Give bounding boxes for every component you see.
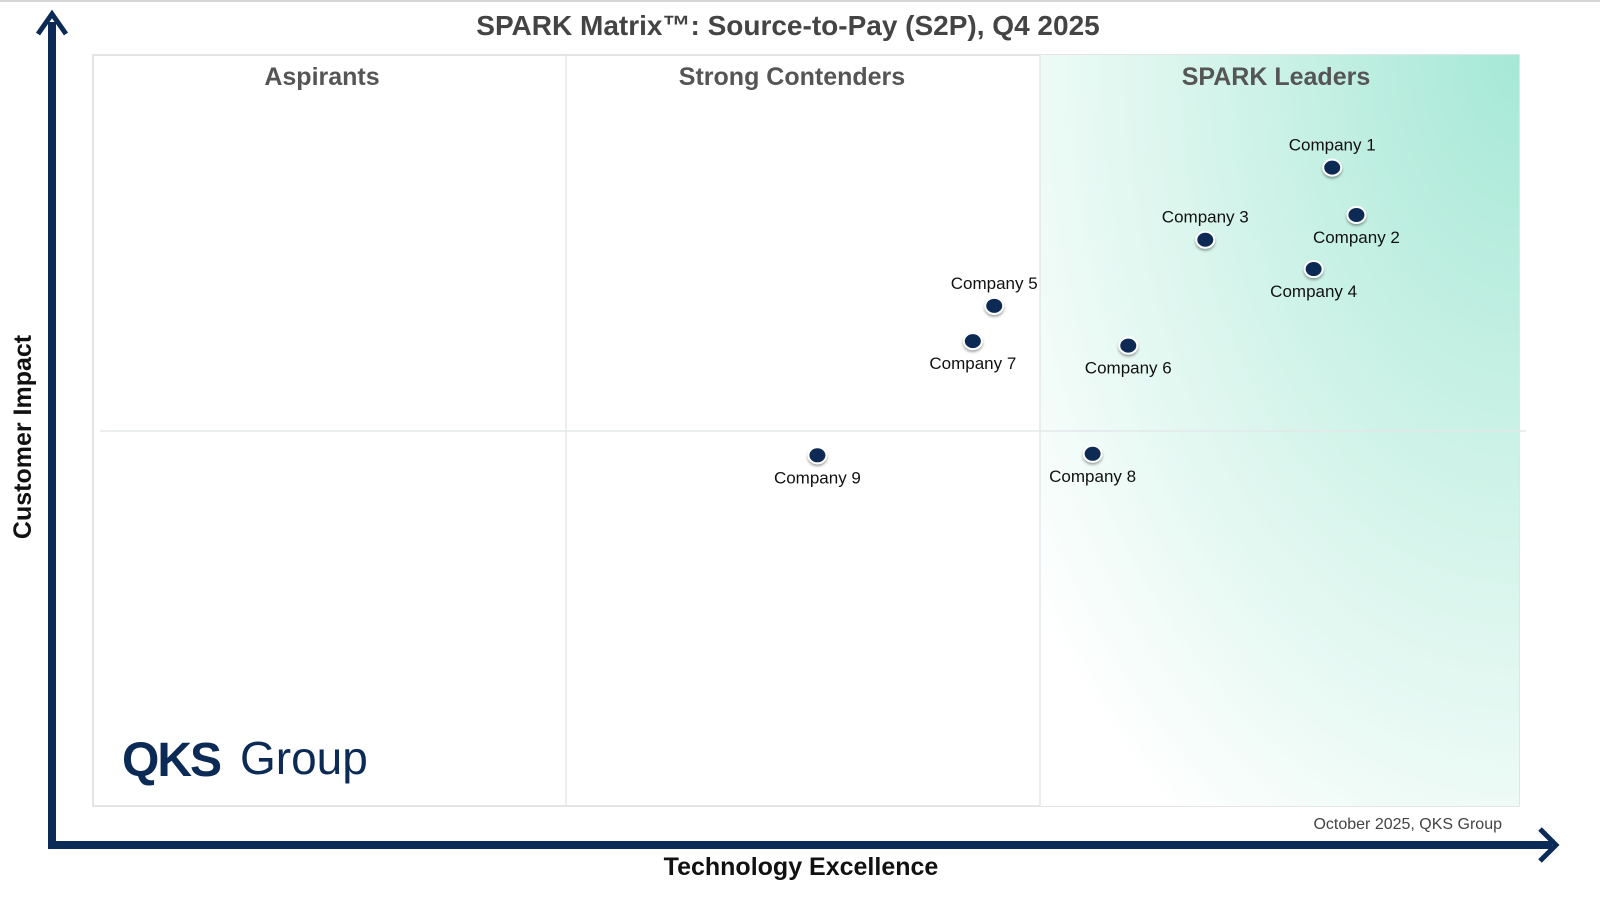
data-point [1322,158,1343,177]
quadrant-strong-contenders: Strong Contenders [679,63,905,91]
data-point-label: Company 9 [774,468,861,487]
x-axis-arrow [48,827,1560,863]
data-point [807,446,828,465]
data-point-label: Company 2 [1313,228,1400,247]
data-point-label: Company 5 [951,274,1038,293]
x-axis-label: Technology Excellence [664,853,939,881]
source-note: October 2025, QKS Group [1313,816,1502,833]
chart-title: SPARK Matrix™: Source-to-Pay (S2P), Q4 2… [476,10,1099,41]
quadrant-aspirants: Aspirants [264,63,379,91]
y-axis-label: Customer Impact [9,334,37,539]
data-point [1082,444,1103,463]
data-point [984,296,1005,315]
data-points: Company 1 Company 2 Company 3 Company 4 Comp… [774,136,1400,488]
data-point-label: Company 7 [929,354,1016,373]
data-point-label: Company 6 [1085,359,1172,378]
data-point-label: Company 4 [1270,282,1357,301]
data-point-label: Company 8 [1049,467,1136,486]
quadrant-spark-leaders: SPARK Leaders [1182,63,1371,91]
logo-bold: QKS [122,734,221,787]
data-point-label: Company 3 [1162,208,1249,227]
data-point [1195,230,1216,249]
data-point-label: Company 1 [1289,136,1376,155]
data-point [962,332,983,351]
data-point [1118,336,1139,355]
y-axis-arrow [35,9,69,848]
logo-regular: Group [240,732,368,784]
data-point [1346,205,1367,224]
qks-logo: QKS Group [122,732,368,787]
data-point [1303,260,1324,279]
